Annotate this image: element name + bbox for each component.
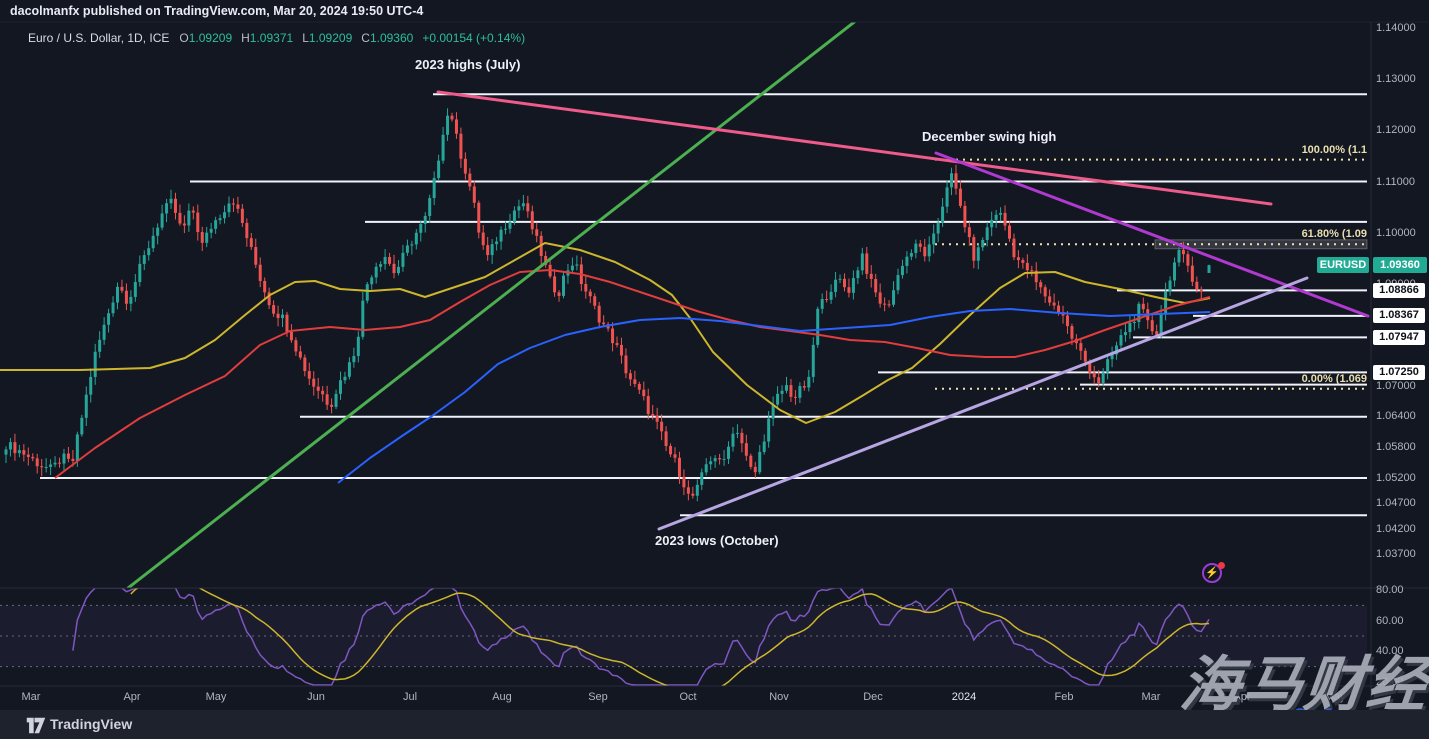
rsi-tick-label: 40.00 [1376, 645, 1404, 658]
candlesticks [4, 108, 1211, 502]
price-alert-badge: 1.08367 [1373, 308, 1425, 324]
chart-annotation: 2023 lows (October) [655, 533, 779, 548]
lightning-icon: ⚡ [1205, 567, 1219, 579]
footer-bar: TradingView [0, 710, 1429, 739]
published-caption: dacolmanfx published on TradingView.com,… [10, 4, 424, 18]
price-tick-label: 1.04700 [1376, 497, 1416, 510]
fib-label: 0.00% (1.069 [1301, 372, 1367, 385]
symbol-legend: Euro / U.S. Dollar, 1D, ICE O1.09209 H1.09… [28, 31, 525, 45]
tradingview-logo-icon[interactable] [26, 717, 46, 734]
price-tick-label: 1.10000 [1376, 226, 1416, 239]
fib-highlight-band [1154, 239, 1368, 250]
price-tick-label: 1.05200 [1376, 471, 1416, 484]
trendline-descending-pink[interactable] [436, 90, 1273, 206]
price-alert-badge: 1.07947 [1373, 329, 1425, 345]
price-tick-label: 1.12000 [1376, 124, 1416, 137]
time-tick-label: Aug [492, 691, 512, 703]
price-alert-badge: 1.08866 [1373, 282, 1425, 298]
fib-label: 100.00% (1.1 [1301, 143, 1367, 156]
current-price-badge: 1.09360 [1373, 257, 1427, 274]
trendline-descending-magenta[interactable] [934, 151, 1370, 318]
price-tick-label: 1.13000 [1376, 73, 1416, 86]
time-tick-label: Mar [1141, 691, 1161, 703]
ohlc-values: O1.09209 H1.09371 L1.09209 C1.09360 [179, 31, 422, 45]
trendline-ascending-lavender[interactable] [657, 276, 1309, 531]
rsi-line [72, 588, 1210, 686]
ohlc-c: C1.09360 [361, 31, 414, 45]
price-tick-label: 1.11000 [1376, 175, 1415, 188]
price-tick-label: 1.07000 [1376, 379, 1416, 392]
time-tick-label: May [1324, 691, 1346, 703]
time-tick-label: Dec [863, 691, 883, 703]
symbol-description: Euro / U.S. Dollar, 1D, ICE [28, 31, 170, 45]
rsi-tick-label: 20.00 [1376, 676, 1404, 688]
chart-annotation: December swing high [922, 129, 1057, 144]
price-tick-label: 1.05800 [1376, 440, 1416, 453]
trendline-ascending-green[interactable] [126, 16, 862, 588]
fib-label: 61.80% (1.09 [1301, 228, 1367, 241]
ohlc-o: O1.09209 [179, 31, 233, 45]
time-tick-label: Apr [123, 691, 141, 703]
tradingview-wordmark[interactable]: TradingView [50, 716, 133, 732]
price-tick-label: 1.14000 [1376, 22, 1416, 35]
time-tick-label: Mar [21, 691, 41, 703]
ma-yellow [0, 242, 1211, 424]
ohlc-l: L1.09209 [302, 31, 353, 45]
time-tick-label: Sep [588, 691, 608, 703]
price-alert-badge: 1.07250 [1373, 364, 1425, 380]
rsi-ma-line [130, 588, 1210, 686]
rsi-tick-label: 80.00 [1376, 584, 1404, 596]
time-tick-label: Oct [679, 691, 697, 703]
ma-blue [337, 308, 1211, 484]
flash-circle-icon: ⚡ [1202, 563, 1222, 583]
time-tick-label: Nov [769, 691, 789, 703]
notification-dot-icon [1218, 562, 1225, 569]
price-tick-label: 1.03700 [1376, 548, 1416, 561]
rsi-tick-label: 60.00 [1376, 614, 1404, 627]
change-value: +0.00154 (+0.14%) [422, 31, 526, 45]
time-tick-label: Jun [307, 691, 325, 703]
time-tick-label: Feb [1054, 691, 1074, 703]
ohlc-h: H1.09371 [241, 31, 294, 45]
time-tick-label: Jul [402, 691, 418, 703]
chart-annotation: 2023 highs (July) [415, 57, 521, 72]
time-tick-label: May [205, 691, 227, 703]
rsi-band [0, 605, 1367, 667]
boost-flash-icon[interactable]: ⚡ [1202, 562, 1226, 586]
ma-red [54, 269, 1211, 479]
current-symbol-chip: EURUSD [1317, 257, 1369, 274]
time-tick-label: Apr [1233, 691, 1251, 703]
price-tick-label: 1.06400 [1376, 410, 1416, 423]
price-tick-label: 1.04200 [1376, 522, 1416, 535]
time-tick-label: 2024 [951, 691, 977, 703]
